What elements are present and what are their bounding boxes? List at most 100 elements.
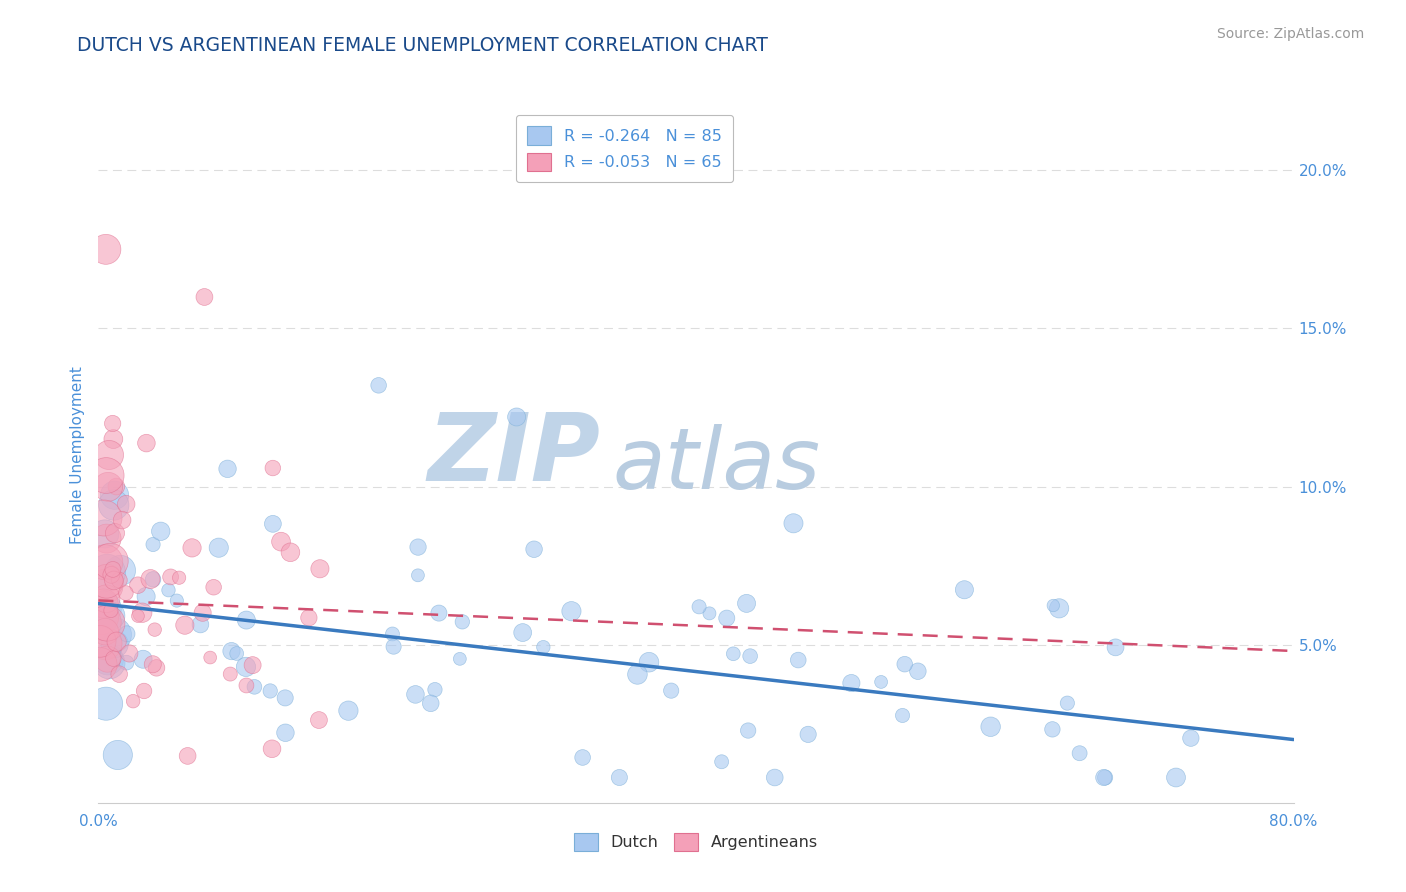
- Point: [198, 650, 221, 665]
- Point: [132, 684, 155, 698]
- Point: [94, 697, 117, 711]
- Point: [94, 591, 117, 606]
- Point: [103, 574, 125, 588]
- Point: [114, 586, 136, 600]
- Point: [94, 624, 117, 639]
- Point: [104, 637, 127, 651]
- Point: [208, 541, 231, 555]
- Point: [298, 611, 321, 625]
- Point: [260, 741, 283, 756]
- Point: [115, 627, 138, 641]
- Point: [94, 243, 117, 257]
- Point: [111, 513, 134, 527]
- Point: [91, 615, 114, 630]
- Point: [638, 655, 661, 669]
- Point: [100, 603, 122, 617]
- Point: [94, 636, 117, 650]
- Point: [309, 562, 332, 576]
- Point: [176, 748, 198, 763]
- Text: ZIP: ZIP: [427, 409, 600, 501]
- Point: [404, 688, 426, 702]
- Point: [98, 554, 121, 568]
- Point: [763, 771, 786, 785]
- Point: [139, 572, 162, 586]
- Point: [419, 696, 441, 710]
- Point: [142, 537, 165, 551]
- Text: atlas: atlas: [613, 424, 820, 507]
- Point: [505, 409, 527, 424]
- Point: [382, 640, 405, 654]
- Point: [1042, 723, 1064, 737]
- Point: [512, 625, 534, 640]
- Point: [274, 725, 297, 739]
- Point: [1047, 601, 1070, 615]
- Point: [893, 657, 915, 672]
- Point: [782, 516, 804, 531]
- Point: [131, 606, 153, 620]
- Point: [167, 571, 190, 585]
- Point: [531, 640, 554, 655]
- Point: [280, 545, 302, 559]
- Point: [367, 378, 389, 392]
- Point: [270, 534, 292, 549]
- Point: [96, 566, 118, 580]
- Point: [103, 628, 125, 642]
- Point: [571, 750, 593, 764]
- Point: [243, 680, 266, 694]
- Point: [190, 617, 212, 632]
- Point: [202, 580, 225, 594]
- Point: [451, 615, 474, 629]
- Point: [337, 704, 360, 718]
- Point: [626, 667, 648, 681]
- Point: [193, 290, 215, 304]
- Point: [980, 720, 1002, 734]
- Point: [242, 658, 264, 673]
- Point: [135, 590, 157, 604]
- Point: [841, 676, 863, 690]
- Point: [173, 618, 195, 632]
- Point: [127, 578, 149, 592]
- Point: [103, 498, 125, 512]
- Point: [308, 713, 330, 727]
- Point: [235, 660, 257, 674]
- Point: [225, 647, 247, 661]
- Point: [97, 480, 120, 494]
- Point: [93, 511, 115, 525]
- Point: [1056, 696, 1078, 710]
- Point: [699, 607, 721, 621]
- Point: [96, 652, 118, 666]
- Point: [221, 644, 243, 658]
- Point: [96, 574, 118, 589]
- Point: [101, 562, 124, 576]
- Point: [142, 657, 165, 672]
- Point: [98, 448, 121, 462]
- Point: [609, 771, 631, 785]
- Point: [98, 656, 121, 670]
- Point: [90, 609, 112, 624]
- Point: [94, 527, 117, 541]
- Point: [143, 623, 166, 637]
- Point: [105, 634, 128, 648]
- Point: [103, 651, 125, 665]
- Point: [737, 723, 759, 738]
- Point: [97, 652, 120, 666]
- Point: [100, 608, 122, 623]
- Point: [217, 462, 239, 476]
- Point: [274, 690, 297, 705]
- Point: [93, 596, 115, 610]
- Point: [262, 516, 284, 531]
- Point: [135, 436, 157, 450]
- Point: [1104, 640, 1126, 655]
- Point: [103, 432, 125, 446]
- Text: Source: ZipAtlas.com: Source: ZipAtlas.com: [1216, 27, 1364, 41]
- Point: [115, 497, 138, 511]
- Point: [96, 616, 118, 631]
- Point: [259, 684, 281, 698]
- Y-axis label: Female Unemployment: Female Unemployment: [69, 366, 84, 544]
- Point: [953, 582, 976, 597]
- Point: [1094, 771, 1116, 785]
- Point: [907, 665, 929, 679]
- Point: [101, 417, 124, 431]
- Point: [145, 661, 167, 675]
- Point: [891, 708, 914, 723]
